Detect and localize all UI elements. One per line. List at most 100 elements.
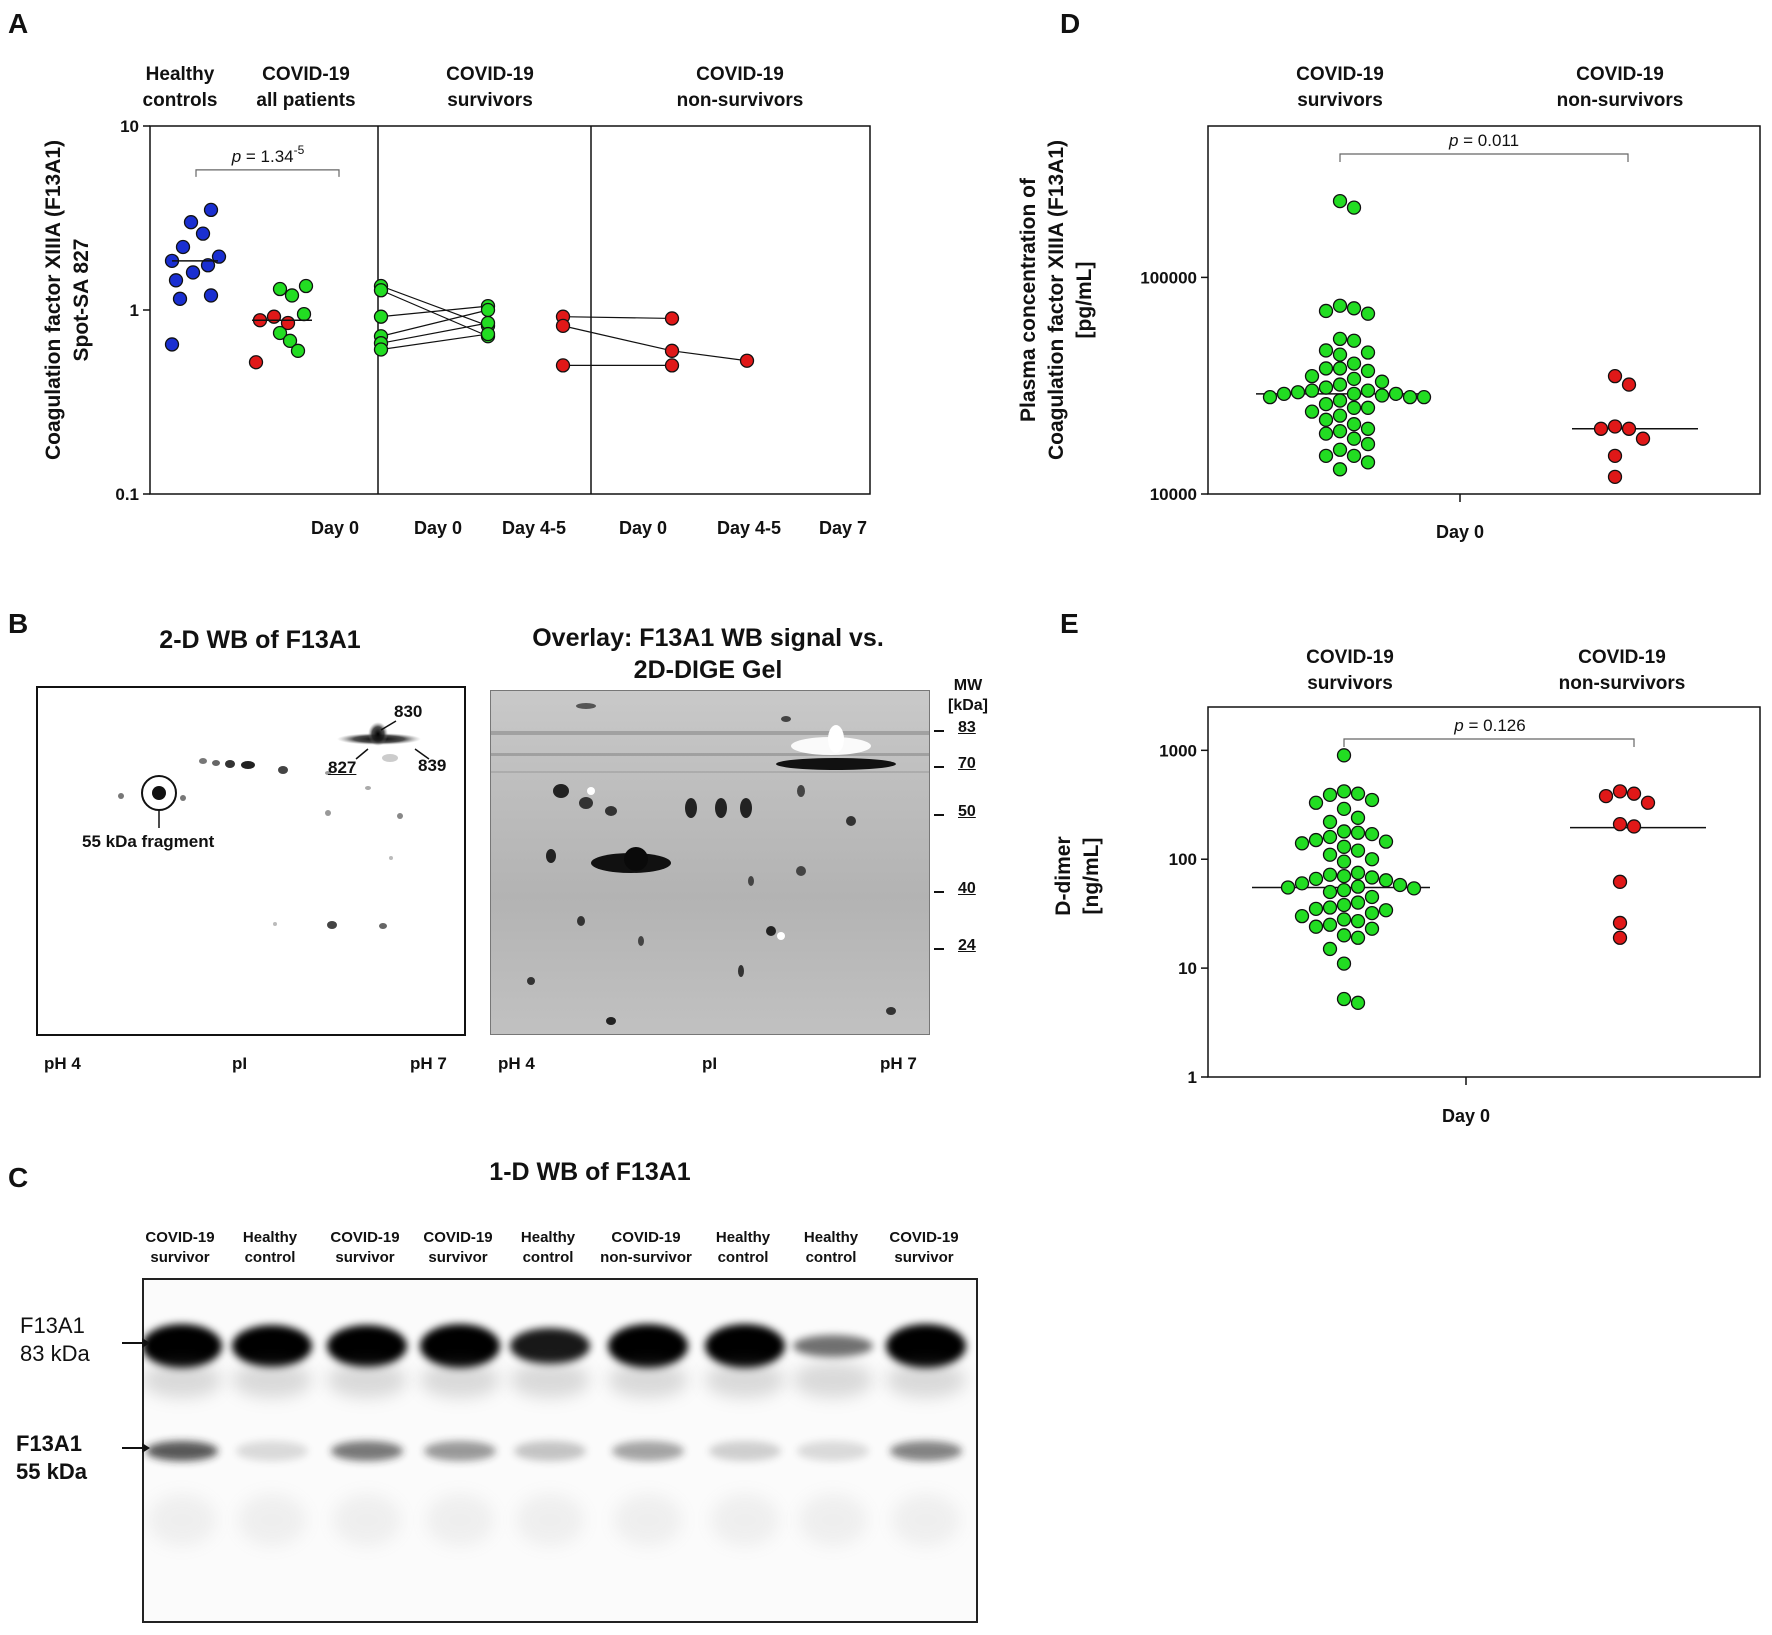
survivor-dot [1308, 901, 1324, 917]
survivor-day0-dot [373, 342, 389, 357]
gel-spot [886, 1007, 896, 1015]
survivor-dot [1336, 824, 1352, 839]
spot-label-839: 839 [418, 756, 447, 775]
right-x-ph7: pH 7 [880, 1054, 917, 1073]
survivor-dot [1322, 867, 1338, 882]
group-header-survivors: COVID-19 survivors [400, 62, 580, 114]
fragment-label: 55 kDa fragment [82, 832, 215, 851]
wb-1d-bands [144, 1324, 966, 1546]
wb-1d-blot [142, 1278, 978, 1623]
survivor-dot [1294, 836, 1310, 851]
wb-spot-55kda [152, 786, 166, 800]
survivor-dot [1336, 854, 1352, 869]
label-839-pointer [414, 748, 430, 760]
survivor-dot [1360, 421, 1376, 436]
mw-header: MW [kDa] [948, 676, 988, 716]
survivor-dot [1388, 386, 1404, 401]
survivor-dot [1346, 200, 1362, 215]
survivor-dot [1350, 995, 1366, 1010]
p-italic: p [1448, 131, 1458, 150]
gel-spot [797, 785, 805, 797]
panel-d-y-axis-label: Plasma concentration of Coagulation fact… [1015, 120, 1105, 480]
nonsurvivor-dot [1621, 421, 1637, 436]
band-smear [510, 1362, 590, 1398]
survivor-dot [1322, 917, 1338, 932]
nonsurvivor-dot [1598, 788, 1614, 804]
x-tick-label: Day 0 [414, 518, 462, 538]
lane-label-line: COVID-19 [145, 1229, 215, 1246]
lane-label-line: Healthy [520, 1229, 576, 1246]
panel-b-left-title: 2-D WB of F13A1 [159, 626, 361, 654]
band-55-label: F13A1 55 kDa [16, 1430, 87, 1486]
header-line: COVID-19 [1306, 647, 1394, 668]
p-bracket [195, 169, 340, 177]
x-tick-label: Day 4-5 [502, 518, 566, 538]
band-smear [327, 1362, 407, 1398]
survivor-dot [1360, 363, 1376, 379]
nonsurvivor-dot [1607, 419, 1623, 434]
lane-label: COVID-19 survivor [120, 1228, 240, 1268]
y-tick-label: 1 [130, 301, 139, 320]
nonsurvivor-dot [1612, 915, 1628, 931]
survivor-dot [1336, 839, 1352, 854]
paired-line [380, 289, 489, 337]
survivor-dot [1364, 792, 1380, 808]
mw-tick-mark [934, 766, 944, 768]
y-tick-label: 10000 [1150, 485, 1197, 504]
group-header-non-survivors: COVID-19 non-survivors [640, 62, 840, 114]
survivor-day45-dot [480, 302, 496, 318]
panel-d-header-non-survivors: COVID-19 non-survivors [1520, 62, 1720, 114]
gel-spot [576, 703, 596, 709]
paired-line [380, 285, 489, 327]
wb-spot [278, 766, 288, 774]
title-line: Overlay: F13A1 WB signal vs. [532, 624, 884, 652]
survivor-dot [1294, 909, 1310, 924]
x-axis-label: Day 0 [1436, 522, 1484, 542]
y-tick-label: 0.1 [115, 485, 139, 504]
paired-line [562, 325, 673, 352]
survivor-dot [1332, 424, 1348, 439]
gel-spot [527, 977, 535, 985]
band-background [799, 1494, 867, 1546]
gel-spot-train [776, 758, 896, 770]
nonsurvivor-day45-dot [664, 343, 680, 358]
survivor-dot [1332, 361, 1348, 376]
band-83kda [327, 1325, 407, 1367]
survivor-dot [1262, 389, 1278, 405]
y-tick-label: 1000 [1159, 741, 1197, 760]
survivor-dot [1308, 795, 1324, 810]
wb-spot [118, 793, 124, 799]
p-value-label: p = 0.126 [1453, 716, 1525, 735]
wb-spot [379, 923, 387, 929]
mw-tick-label: 70 [958, 755, 976, 772]
survivor-dot [1350, 865, 1366, 880]
paired-line [380, 305, 489, 318]
panel-letter-a: A [8, 8, 29, 39]
band-arrows [122, 1338, 150, 1453]
gel-spots [491, 703, 929, 1025]
survivor-dot [1350, 786, 1366, 801]
header-line: controls [142, 90, 218, 111]
gel-spot [738, 965, 744, 977]
survivor-dot [1364, 905, 1380, 921]
survivor-dot [1336, 956, 1352, 971]
survivor-dot [1406, 881, 1422, 896]
survivor-dot [1346, 333, 1362, 348]
band-background [426, 1494, 494, 1546]
band-label-line: F13A1 [16, 1431, 83, 1456]
p-bracket [1339, 153, 1629, 162]
survivor-dot [1332, 442, 1348, 457]
gel-streak [491, 731, 929, 735]
left-x-pi: pI [232, 1054, 248, 1073]
survivor-dot [1350, 879, 1366, 894]
survivor-dot [282, 333, 298, 348]
mw-header-line: MW [953, 677, 983, 694]
band-background [516, 1494, 584, 1546]
survivor-dot [1318, 303, 1334, 319]
survivor-dot [1332, 347, 1348, 362]
survivor-dot [1378, 834, 1394, 849]
band-83kda [608, 1324, 688, 1368]
panel-e-header-survivors: COVID-19 survivors [1250, 645, 1450, 697]
band-smear [886, 1362, 966, 1398]
survivor-dot [1378, 903, 1394, 918]
